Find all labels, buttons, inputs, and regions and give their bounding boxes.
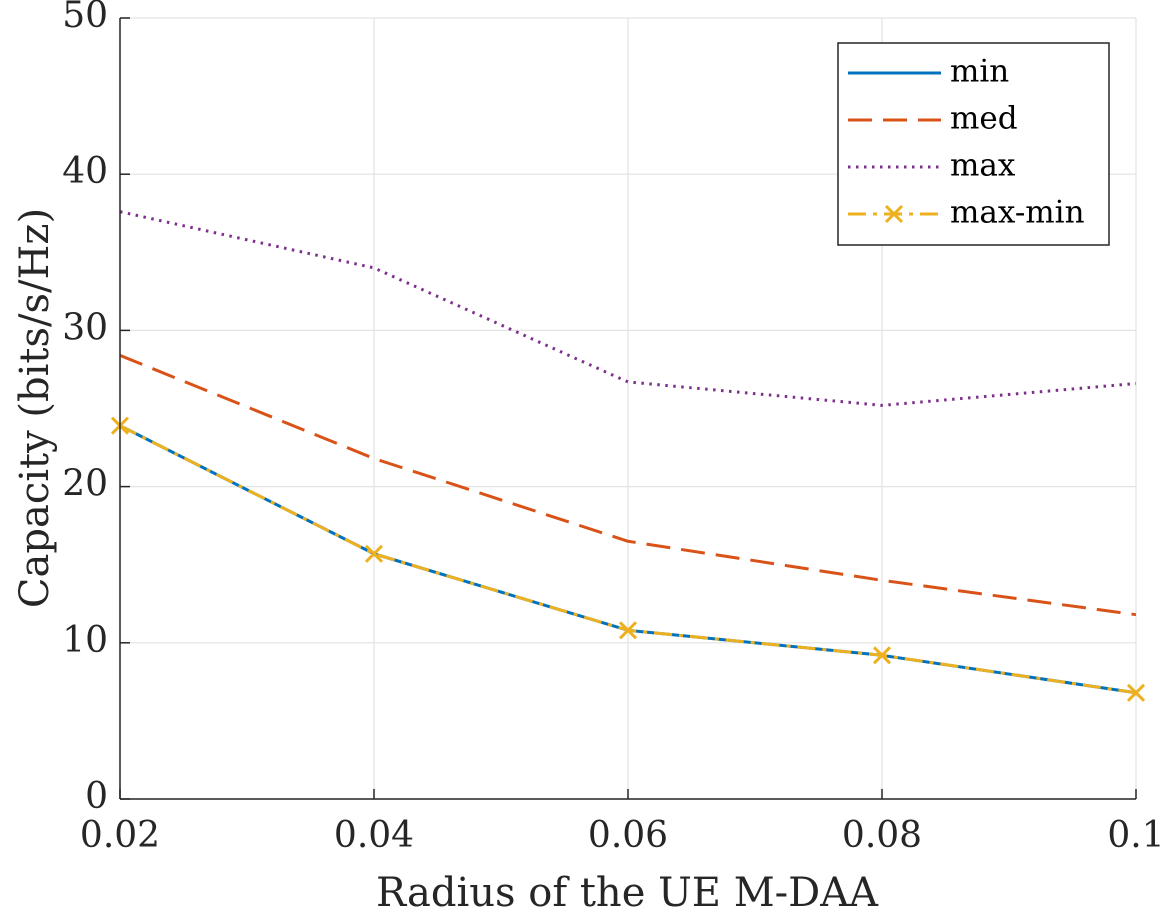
x-tick-label: 0.1	[1107, 815, 1163, 856]
x-marker-stroke	[872, 646, 892, 665]
series-line-med	[119, 354, 1137, 617]
y-tick-label: 20	[62, 464, 108, 505]
x-tick-label: 0.06	[588, 815, 668, 856]
legend-label-max-min: max-min	[950, 195, 1085, 231]
x-tick-label: 0.02	[80, 815, 160, 856]
x-marker-stroke	[884, 204, 904, 224]
y-axis-label: Capacity (bits/s/Hz)	[12, 208, 58, 608]
series-layer	[110, 210, 1146, 702]
y-tick-label: 10	[62, 620, 108, 661]
legend-label-max: max	[950, 148, 1016, 184]
x-tick-label: 0.04	[334, 815, 414, 856]
legend: min med max max-min	[837, 42, 1110, 246]
legend-label-min: min	[950, 54, 1009, 90]
data-point-max-min	[364, 544, 384, 563]
legend-marker-max-min	[884, 204, 904, 224]
data-point-max-min	[618, 621, 638, 640]
y-tick-label: 0	[85, 776, 108, 817]
data-point-max-min	[1126, 683, 1146, 702]
x-marker-stroke	[364, 544, 384, 563]
legend-box	[837, 42, 1110, 246]
y-tick-label: 50	[62, 0, 108, 36]
x-axis-label: Radius of the UE M-DAA	[376, 870, 879, 913]
axes: 0.02 0.04 0.06 0.08 0.1 0 10 20 30 40 50	[62, 0, 1163, 856]
x-tick-label: 0.08	[842, 815, 922, 856]
y-tick-label: 40	[62, 151, 108, 192]
y-tick-label: 30	[62, 307, 108, 348]
data-point-max-min	[872, 646, 892, 665]
x-marker-stroke	[1126, 683, 1146, 702]
legend-label-med: med	[950, 101, 1018, 137]
x-marker-stroke	[618, 621, 638, 640]
